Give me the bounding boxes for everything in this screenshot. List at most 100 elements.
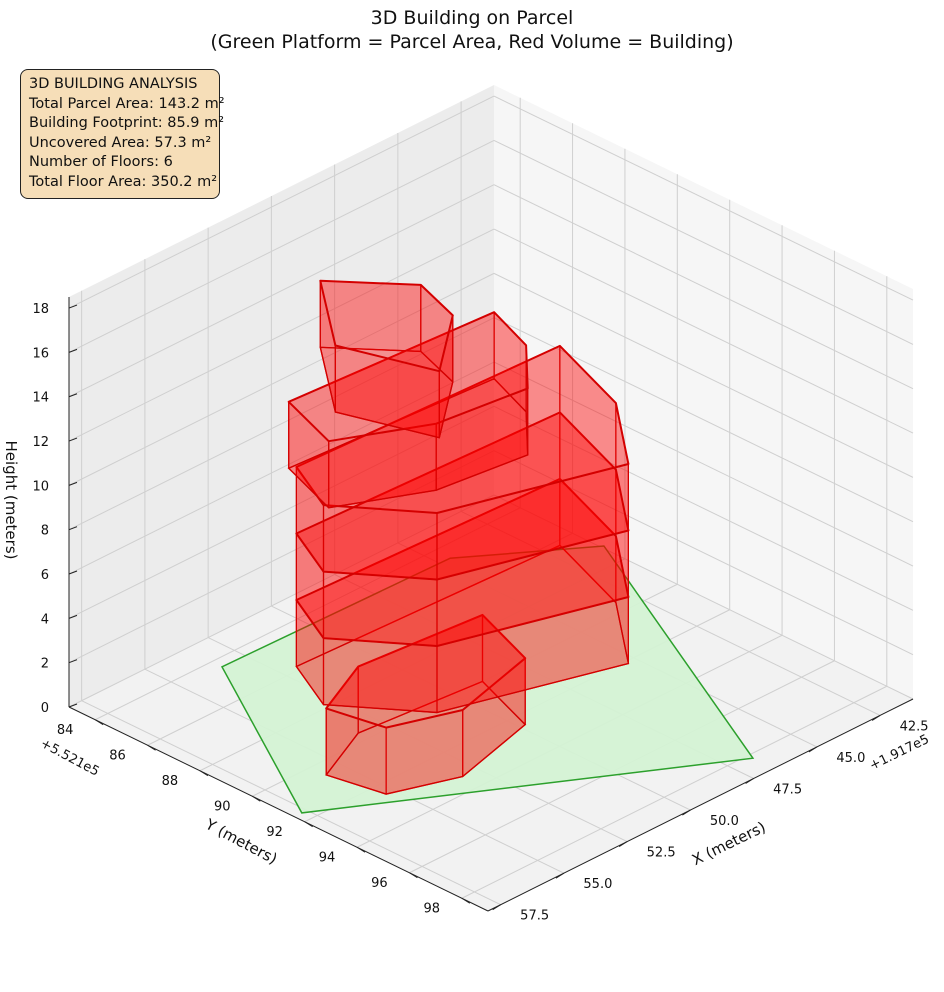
floor-6 [319,279,454,439]
x-tick-label-0: 42.5 [900,719,929,734]
z-tick-7 [68,393,78,398]
y-tick-label-7: 98 [424,901,441,916]
grid-z-back-5 [68,272,495,486]
y-axis-line [68,706,489,912]
z-tick-label-9: 18 [32,302,49,317]
x-tick-label-2: 47.5 [773,783,802,798]
grid-z-side-8 [493,139,914,345]
y-offset-label: +5.521e5 [38,736,102,779]
z-tick-3 [68,570,78,575]
parcel-polygon [220,545,755,814]
x-tick-2 [745,778,754,784]
total-parcel-area: Total Parcel Area: 143.2 m² [29,95,225,112]
total-floor-area: Total Floor Area: 350.2 m² [29,173,218,190]
z-tick-label-4: 8 [41,524,49,539]
number-of-floors: Number of Floors: 6 [29,154,173,170]
floor-5 [287,311,529,509]
grid-z-back-3 [68,361,495,575]
y-tick-7 [461,897,471,904]
uncovered-area: Uncovered Area: 57.3 m² [29,134,212,151]
chart-title-line1: 3D Building on Parcel [370,7,574,29]
z-tick-label-7: 14 [32,391,49,406]
y-tick-4 [304,821,313,828]
x-tick-label-3: 50.0 [710,814,739,829]
floor-1-bottom [325,680,527,795]
x-tick-label-1: 45.0 [836,751,865,766]
z-tick-8 [68,348,78,353]
grid-z-back-6 [68,228,495,442]
grid-z-back-0 [68,494,495,708]
grid-z-side-0 [493,494,914,700]
floor-1-top [325,613,527,729]
z-tick-label-8: 16 [32,346,49,361]
grid-z-side-2 [493,405,914,611]
y-tick-label-5: 94 [319,850,336,865]
grid-z-side-4 [493,317,914,523]
floor-4 [295,344,630,581]
z-tick-label-1: 2 [41,657,49,672]
y-tick-label-1: 86 [109,748,126,763]
x-tick-6 [492,904,501,911]
grid-x-floor-0 [460,510,881,716]
z-tick-9 [68,304,78,309]
y-tick-label-3: 90 [214,799,231,814]
floor-6-top [319,279,454,373]
z-tick-4 [68,526,78,531]
z-tick-label-3: 6 [41,568,49,583]
x-tick-0 [871,714,881,721]
grid-z-back-7 [68,184,495,398]
x-axis-line [487,698,914,912]
x-tick-label-4: 52.5 [647,846,676,861]
y-tick-label-6: 96 [371,876,388,891]
y-tick-5 [356,846,366,853]
x-tick-label-6: 57.5 [520,909,549,924]
x-offset-label: +1.917e5 [867,732,931,774]
z-tick-2 [68,614,78,619]
building-layer [287,279,630,795]
building-footprint: Building Footprint: 85.9 m² [29,115,225,131]
z-tick-label-2: 4 [41,612,49,627]
z-tick-5 [68,481,78,486]
floor-5-top [287,311,529,443]
floor-1 [325,613,527,795]
back-wall-pane [69,85,494,707]
floor-3-bottom [295,478,630,647]
x-tick-5 [555,872,565,879]
y-axis-label: Y (meters) [202,815,281,868]
chart-title-line2: (Green Platform = Parcel Area, Red Volum… [210,31,734,53]
axis-lines [68,297,914,912]
grid-x-floor-6 [81,700,501,906]
grid-z-side-7 [493,184,914,390]
y-tick-3 [252,795,261,802]
grid-y-floor-7 [461,685,888,899]
grid-z-back-2 [68,405,495,619]
y-tick-label-4: 92 [266,825,283,840]
z-tick-label-6: 12 [32,435,49,450]
x-tick-3 [682,809,691,816]
grid-z-side-1 [493,450,914,656]
x-tick-label-5: 55.0 [583,877,612,892]
grid-y-floor-0 [94,507,521,721]
z-tick-6 [68,437,78,442]
grid-z-side-6 [493,228,914,434]
building-analysis-box: 3D BUILDING ANALYSIS Total Parcel Area: … [20,69,225,199]
z-tick-0 [68,703,78,708]
y-tick-1 [147,744,156,751]
grid-z-back-9 [68,95,495,309]
floor-2-bottom [295,544,630,714]
analysis-heading: 3D BUILDING ANALYSIS [29,76,198,92]
floor-6-bottom [319,346,454,439]
floor-4-bottom [295,411,630,581]
grid-z-back-1 [68,450,495,664]
grid-z-side-5 [493,272,914,478]
grid-z-side-3 [493,361,914,567]
parcel-layer [220,545,755,814]
z-axis-label: Height (meters) [2,441,20,560]
y-tick-0 [94,719,104,726]
y-tick-6 [409,872,418,879]
floor-2 [295,477,630,714]
y-tick-label-2: 88 [162,774,179,789]
tick-marks: 42.545.047.550.052.555.057.5848688909294… [32,302,928,924]
floor-3 [295,411,630,647]
